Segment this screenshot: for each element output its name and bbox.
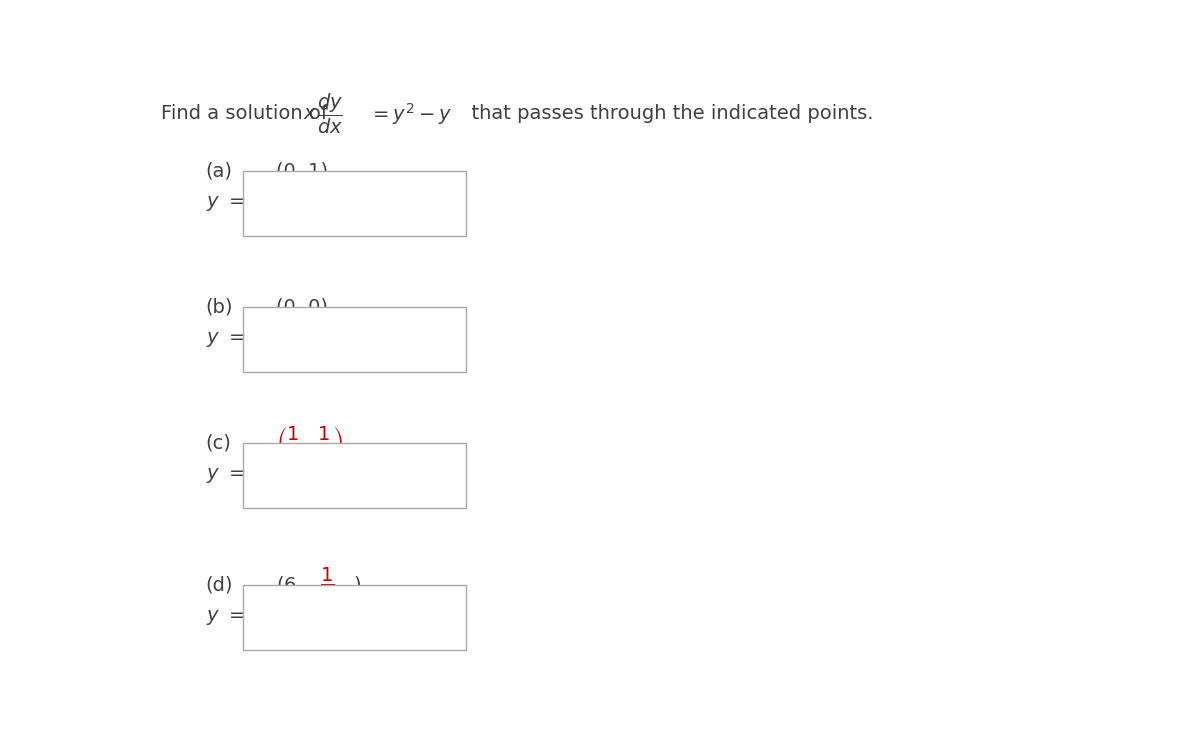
- Text: $)$: $)$: [353, 575, 361, 595]
- Text: $y\ =$: $y\ =$: [206, 467, 245, 485]
- Text: $x$: $x$: [302, 105, 317, 124]
- FancyBboxPatch shape: [242, 585, 467, 650]
- FancyBboxPatch shape: [242, 307, 467, 372]
- Text: $y\ =$: $y\ =$: [206, 608, 245, 627]
- Text: $\dfrac{1}{8}$: $\dfrac{1}{8}$: [320, 566, 335, 604]
- Text: $(6,\ $: $(6,\ $: [276, 575, 302, 595]
- Text: (b): (b): [206, 298, 233, 316]
- Text: (c): (c): [206, 433, 232, 453]
- Text: $\dfrac{dy}{dx}$: $\dfrac{dy}{dx}$: [317, 92, 343, 136]
- FancyBboxPatch shape: [242, 171, 467, 236]
- Text: (0, 0): (0, 0): [276, 298, 328, 316]
- Text: (0, 1): (0, 1): [276, 161, 328, 181]
- Text: Find a solution of: Find a solution of: [161, 105, 328, 124]
- Text: (d): (d): [206, 576, 233, 595]
- Text: $y\ =$: $y\ =$: [206, 194, 245, 213]
- Text: (a): (a): [206, 161, 233, 181]
- Text: $y\ =$: $y\ =$: [206, 330, 245, 349]
- Text: that passes through the indicated points.: that passes through the indicated points…: [458, 105, 874, 124]
- Text: $\left(\dfrac{1}{3},\ \dfrac{1}{3}\right)$: $\left(\dfrac{1}{3},\ \dfrac{1}{3}\right…: [276, 424, 343, 463]
- FancyBboxPatch shape: [242, 443, 467, 509]
- Text: $= y^2 - y$: $= y^2 - y$: [370, 101, 452, 127]
